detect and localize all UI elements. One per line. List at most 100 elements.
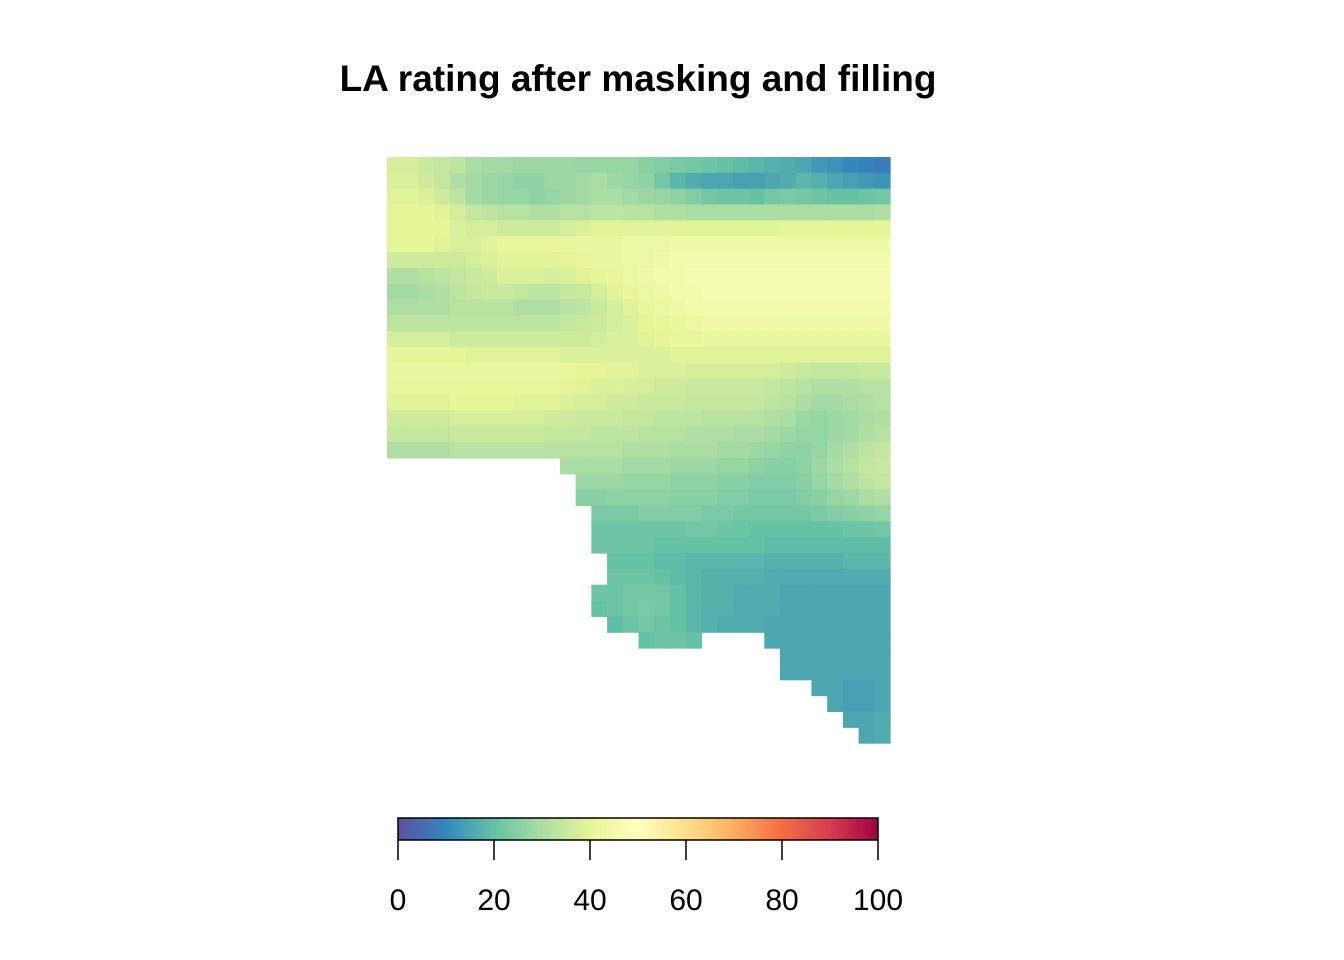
heatmap-cell	[795, 283, 813, 301]
heatmap-cell	[685, 331, 702, 348]
heatmap-cell	[842, 711, 860, 728]
heatmap-cell	[795, 457, 813, 475]
heatmap-cell	[669, 299, 687, 316]
heatmap-cell	[607, 568, 624, 586]
heatmap-cell	[607, 426, 624, 443]
heatmap-cell	[591, 267, 608, 285]
heatmap-cell	[842, 347, 860, 364]
heatmap-cell	[638, 362, 655, 380]
heatmap-cell	[654, 584, 671, 602]
heatmap-cell	[842, 172, 860, 190]
heatmap-cell	[607, 267, 624, 285]
heatmap-cell	[638, 632, 655, 649]
heatmap-cell	[418, 378, 435, 396]
heatmap-cell	[449, 331, 467, 348]
heatmap-cell	[387, 331, 404, 348]
heatmap-cell	[544, 267, 561, 285]
heatmap-cell	[434, 236, 451, 253]
heatmap-cell	[842, 648, 860, 665]
heatmap-cell	[874, 663, 891, 681]
heatmap-cell	[497, 204, 514, 221]
heatmap-cell	[827, 347, 844, 364]
heatmap-cell	[827, 362, 844, 380]
heatmap-cell	[387, 347, 404, 364]
colorbar-tick-label: 20	[477, 884, 510, 917]
heatmap-cell	[654, 568, 671, 586]
heatmap-cell	[764, 473, 781, 491]
heatmap-cell	[607, 410, 624, 427]
heatmap-cell	[748, 505, 765, 522]
heatmap-cell	[780, 457, 797, 475]
heatmap-cell	[685, 172, 702, 190]
heatmap-cell	[858, 505, 875, 522]
heatmap-cell	[732, 157, 750, 174]
heatmap-cell	[669, 521, 687, 538]
heatmap-cell	[654, 252, 671, 269]
heatmap-cell	[827, 473, 844, 491]
heatmap-cell	[685, 378, 702, 396]
heatmap-cell	[449, 252, 467, 269]
heatmap-cell	[701, 157, 718, 174]
heatmap-cell	[748, 600, 765, 617]
heatmap-cell	[497, 157, 514, 174]
heatmap-cell	[559, 442, 577, 459]
heatmap-cell	[827, 410, 844, 427]
heatmap-cell	[842, 679, 860, 697]
heatmap-cell	[559, 315, 577, 332]
heatmap-cell	[764, 362, 781, 380]
heatmap-cell	[434, 283, 451, 301]
heatmap-cell	[748, 616, 765, 633]
heatmap-cell	[874, 315, 891, 332]
heatmap-cell	[701, 426, 718, 443]
heatmap-cell	[418, 236, 435, 253]
heatmap-cell	[575, 315, 592, 332]
heatmap-cell	[764, 378, 781, 396]
heatmap-cell	[748, 378, 765, 396]
heatmap-cell	[669, 632, 687, 649]
heatmap-cell	[842, 283, 860, 301]
heatmap-cell	[858, 394, 875, 412]
heatmap-cell	[701, 252, 718, 269]
heatmap-cell	[481, 236, 498, 253]
heatmap-cell	[764, 204, 781, 221]
heatmap-cell	[811, 331, 828, 348]
heatmap-cell	[481, 362, 498, 380]
heatmap-cell	[701, 457, 718, 475]
heatmap-cell	[780, 315, 797, 332]
heatmap-cell	[622, 157, 640, 174]
heatmap-cell	[748, 362, 765, 380]
heatmap-cell	[748, 347, 765, 364]
heatmap-cell	[685, 236, 702, 253]
heatmap-cell	[497, 378, 514, 396]
heatmap-cell	[842, 521, 860, 538]
heatmap-cell	[418, 362, 435, 380]
heatmap-cell	[591, 331, 608, 348]
heatmap-cell	[402, 410, 420, 427]
heatmap-cell	[591, 315, 608, 332]
heatmap-cell	[795, 394, 813, 412]
heatmap-cell	[795, 426, 813, 443]
heatmap-cell	[717, 252, 734, 269]
heatmap-cell	[827, 505, 844, 522]
heatmap-cell	[701, 616, 718, 633]
heatmap-cell	[874, 362, 891, 380]
heatmap-cell	[387, 442, 404, 459]
heatmap-cell	[764, 315, 781, 332]
heatmap-cell	[858, 283, 875, 301]
heatmap-cell	[654, 537, 671, 554]
heatmap-cell	[874, 252, 891, 269]
heatmap-cell	[465, 378, 482, 396]
heatmap-cell	[717, 473, 734, 491]
heatmap-cell	[874, 204, 891, 221]
heatmap-cell	[858, 157, 875, 174]
heatmap-cell	[717, 584, 734, 602]
heatmap-cell	[795, 378, 813, 396]
heatmap-cell	[795, 521, 813, 538]
heatmap-cell	[402, 315, 420, 332]
heatmap-cell	[559, 220, 577, 237]
heatmap-cell	[638, 521, 655, 538]
heatmap-cell	[685, 457, 702, 475]
heatmap-cell	[669, 331, 687, 348]
heatmap-cell	[528, 172, 545, 190]
heatmap-cell	[780, 378, 797, 396]
